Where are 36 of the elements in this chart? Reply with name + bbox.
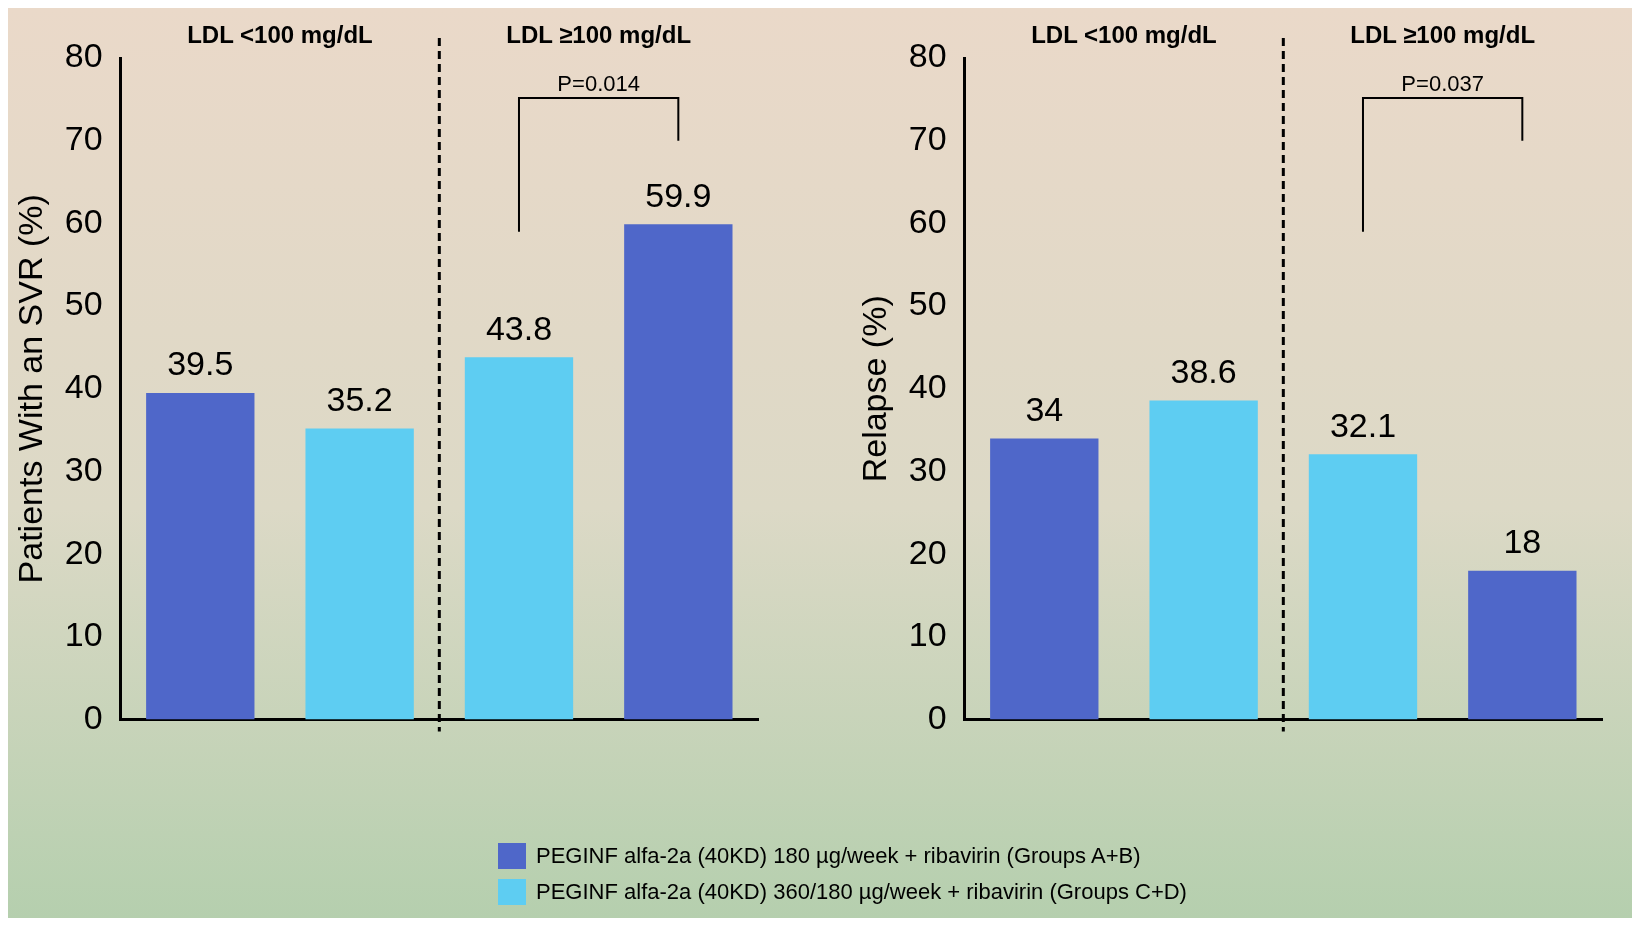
legend-label: PEGINF alfa-2a (40KD) 180 µg/week + ribavirin (Groups A+B) bbox=[536, 843, 1141, 869]
y-tick-label: 20 bbox=[908, 532, 947, 571]
y-tick-label: 0 bbox=[83, 697, 103, 736]
y-axis-title: Patients With an SVR (%) bbox=[10, 194, 49, 584]
y-tick-label: 80 bbox=[908, 36, 947, 75]
y-tick-label: 70 bbox=[64, 119, 103, 158]
y-tick-label: 40 bbox=[64, 367, 103, 406]
y-tick-label: 60 bbox=[64, 201, 103, 240]
y-tick-label: 70 bbox=[908, 119, 947, 158]
data-label: 34 bbox=[1025, 389, 1064, 428]
data-label: 43.8 bbox=[485, 308, 553, 347]
y-tick-label: 10 bbox=[64, 615, 103, 654]
data-label: 18 bbox=[1503, 522, 1542, 561]
y-axis-title: Relapse (%) bbox=[854, 295, 893, 483]
y-tick-label: 0 bbox=[927, 697, 947, 736]
text: LDL ≥100 mg/dL bbox=[506, 20, 692, 48]
text: LDL ≥100 mg/dL bbox=[1350, 20, 1536, 48]
y-tick-label: 30 bbox=[64, 449, 103, 488]
y-tick-label: 50 bbox=[64, 284, 103, 323]
y-tick-label: 20 bbox=[64, 532, 103, 571]
text: LDL <100 mg/dL bbox=[187, 20, 373, 48]
data-label: 35.2 bbox=[326, 379, 393, 418]
data-label: 39.5 bbox=[167, 344, 234, 383]
data-label: 59.9 bbox=[645, 175, 712, 214]
y-tick-label: 40 bbox=[908, 367, 947, 406]
annotation: P=0.037 bbox=[1401, 71, 1484, 97]
data-label: 32.1 bbox=[1329, 405, 1397, 444]
y-tick-label: 50 bbox=[908, 284, 947, 323]
annotation: P=0.014 bbox=[557, 71, 640, 97]
y-tick-label: 10 bbox=[908, 615, 947, 654]
legend-label: PEGINF alfa-2a (40KD) 360/180 µg/week + ribavirin (Groups C+D) bbox=[536, 879, 1187, 905]
data-label: 38.6 bbox=[1170, 351, 1237, 390]
y-tick-label: 30 bbox=[908, 449, 947, 488]
text: LDL <100 mg/dL bbox=[1031, 20, 1217, 48]
y-tick-label: 60 bbox=[908, 201, 947, 240]
y-tick-label: 80 bbox=[64, 36, 103, 75]
